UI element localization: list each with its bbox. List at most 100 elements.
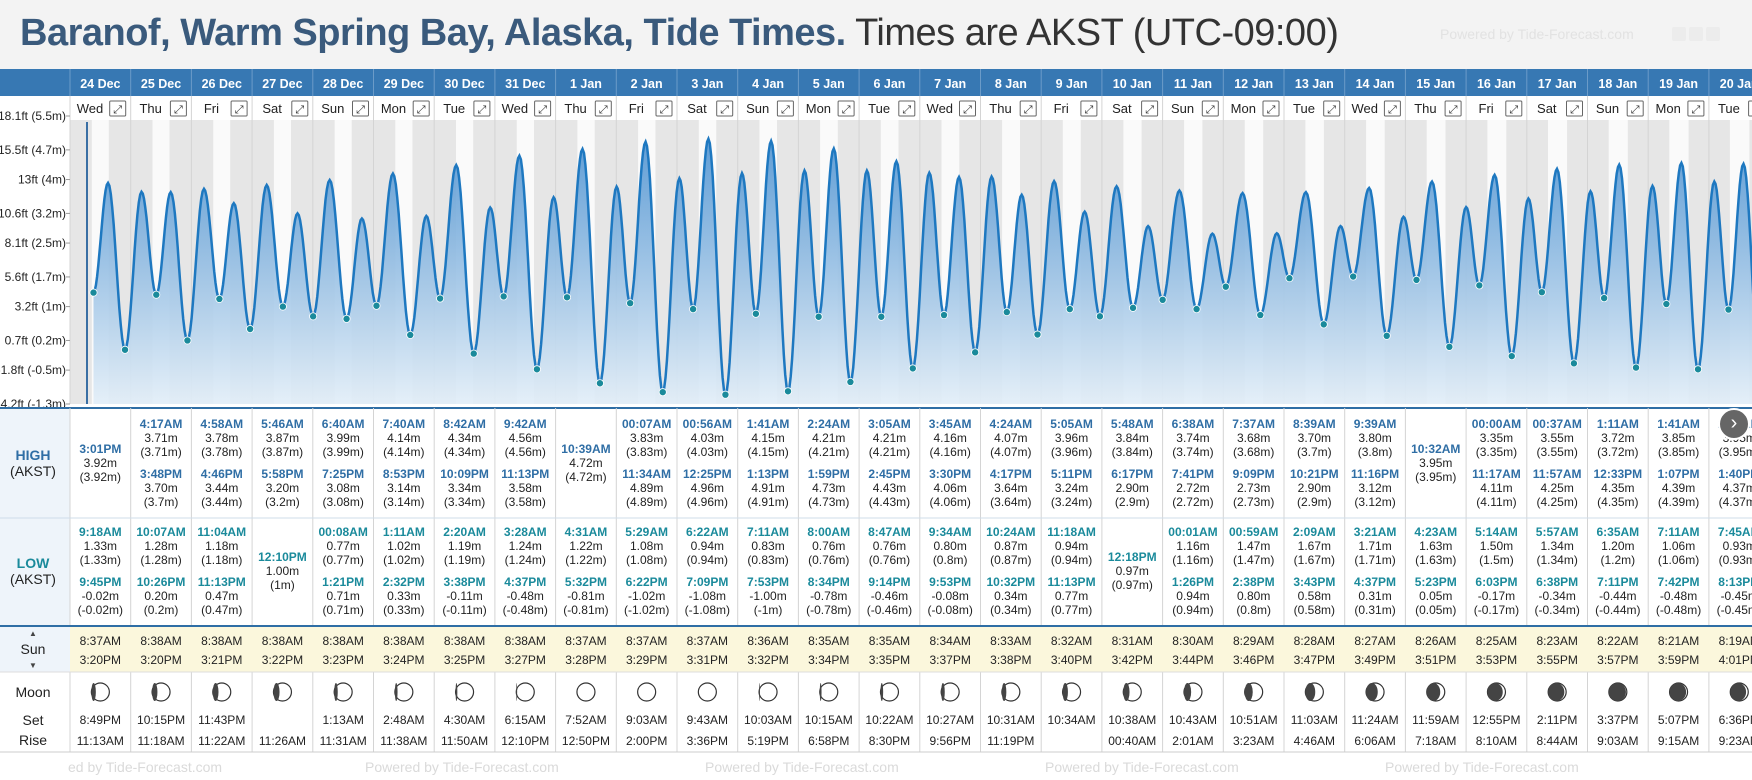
sunset-time: 3:53PM <box>1476 653 1517 667</box>
low-tide-height-metric: (-0.78m) <box>806 603 851 617</box>
weekday-label: Wed <box>927 101 954 116</box>
watermark-box-icon <box>1689 27 1703 41</box>
low-tide-point <box>469 349 478 358</box>
weekday-label: Sat <box>1112 101 1132 116</box>
moonset-time: 2:48AM <box>383 713 424 727</box>
high-tide-time: 6:17PM <box>1111 467 1153 481</box>
low-tide-height-metric: (1.33m) <box>80 553 121 567</box>
low-tide-point <box>1285 274 1294 283</box>
low-tide-time: 11:04AM <box>197 525 246 539</box>
low-tide-height: 1.28m <box>144 539 177 553</box>
moonrise-time: 2:01AM <box>1172 734 1213 748</box>
expand-icon <box>1505 100 1523 117</box>
high-tide-time: 00:07AM <box>622 417 671 431</box>
moon-shadow <box>91 683 96 701</box>
low-tide-time: 5:32PM <box>565 575 607 589</box>
moon-shadow <box>1548 683 1565 701</box>
moonrise-time: 6:06AM <box>1354 734 1395 748</box>
high-tide-time: 1:13PM <box>747 467 789 481</box>
sunset-time: 3:57PM <box>1597 653 1638 667</box>
high-tide-height-metric: (4.37m) <box>1719 495 1752 509</box>
low-tide-height-metric: (0.76m) <box>808 553 849 567</box>
sunrise-time: 8:37AM <box>626 634 667 648</box>
weekday-label: Tue <box>1293 101 1315 116</box>
expand-icon <box>959 100 976 117</box>
low-tide-time: 2:20AM <box>443 525 486 539</box>
weekday-label: Sat <box>262 101 282 116</box>
low-tide-height: 0.83m <box>751 539 784 553</box>
date-label: 29 Dec <box>384 77 424 91</box>
high-tide-height: 2.90m <box>1298 481 1331 495</box>
high-tide-height-metric: (4.43m) <box>869 495 910 509</box>
moon-shadow <box>941 683 945 701</box>
date-label: 6 Jan <box>873 77 905 91</box>
sunrise-time: 8:37AM <box>687 634 728 648</box>
low-tide-time: 8:00AM <box>807 525 850 539</box>
high-tide-time: 10:21PM <box>1290 467 1339 481</box>
sunset-time: 3:20PM <box>140 653 181 667</box>
sunrise-time: 8:32AM <box>1051 634 1092 648</box>
low-tide-point <box>721 390 730 399</box>
moon-phase-icon <box>1001 682 1021 702</box>
low-tide-height-metric: (-0.34m) <box>1534 603 1579 617</box>
low-tide-point <box>1065 305 1074 314</box>
low-tide-point <box>89 288 98 297</box>
low-tide-time: 4:37PM <box>504 575 546 589</box>
high-tide-height: 3.55m <box>1540 431 1573 445</box>
expand-arrow-icon: ⤢ <box>356 104 365 116</box>
y-axis-label: 18.1ft (5.5m) <box>0 109 66 123</box>
sunrise-time: 8:38AM <box>505 634 546 648</box>
moonset-time: 8:49PM <box>80 713 121 727</box>
moon-shadow <box>880 683 884 701</box>
high-tide-time: 11:13PM <box>501 467 549 481</box>
low-tide-height: -1.08m <box>689 589 726 603</box>
moonset-time: 9:43AM <box>687 713 728 727</box>
low-tide-point <box>1256 311 1265 320</box>
high-tide-height-metric: (4.06m) <box>929 495 970 509</box>
low-tide-height: 0.58m <box>1298 589 1331 603</box>
date-label: 3 Jan <box>691 77 723 91</box>
low-tide-height: 1.63m <box>1419 539 1452 553</box>
low-tide-point <box>689 305 698 314</box>
high-tide-time: 1:40PM <box>1718 467 1752 481</box>
low-tide-height-metric: (-0.11m) <box>442 603 486 617</box>
sunrise-time: 8:22AM <box>1597 634 1638 648</box>
sunset-time: 3:29PM <box>626 653 667 667</box>
moon-phase-icon <box>1244 682 1264 702</box>
date-label: 30 Dec <box>444 77 484 91</box>
date-label: 15 Jan <box>1416 77 1455 91</box>
high-tide-height: 3.85m <box>1662 431 1695 445</box>
sunset-time: 3:59PM <box>1658 653 1699 667</box>
high-tide-height: 4.96m <box>691 481 724 495</box>
high-tide-time: 4:24AM <box>990 417 1033 431</box>
scroll-right-button[interactable]: › <box>1718 408 1750 440</box>
low-tide-height: 1.06m <box>1662 539 1695 553</box>
moon-phase-icon <box>758 682 778 702</box>
low-tide-height: -0.78m <box>810 589 847 603</box>
moonrise-time: 8:30PM <box>869 734 910 748</box>
low-tide-height-metric: (0.2m) <box>144 603 179 617</box>
low-row-label: LOW <box>17 555 50 571</box>
high-tide-height-metric: (4.14m) <box>383 445 424 459</box>
low-tide-height: 0.80m <box>933 539 966 553</box>
sunset-time: 3:51PM <box>1415 653 1456 667</box>
low-tide-height: 1.20m <box>1601 539 1634 553</box>
low-tide-height-metric: (0.47m) <box>201 603 242 617</box>
high-tide-height-metric: (3.96m) <box>1051 445 1092 459</box>
low-tide-point <box>1569 359 1578 368</box>
high-tide-height-metric: (2.73m) <box>1233 495 1274 509</box>
high-tide-time: 8:42AM <box>443 417 486 431</box>
date-label: 17 Jan <box>1538 77 1577 91</box>
high-tide-height: 4.07m <box>994 431 1027 445</box>
moonset-time: 6:36PM <box>1719 713 1752 727</box>
expand-arrow-icon: ⤢ <box>1570 104 1579 116</box>
high-tide-height-metric: (3.7m) <box>1297 445 1332 459</box>
low-tide-point <box>1349 272 1358 281</box>
moonrise-time: 9:56PM <box>929 734 970 748</box>
high-tide-height: 2.73m <box>1237 481 1270 495</box>
date-label: 13 Jan <box>1295 77 1334 91</box>
date-label: 27 Dec <box>262 77 302 91</box>
date-label: 7 Jan <box>934 77 966 91</box>
sunset-time: 3:46PM <box>1233 653 1274 667</box>
moonset-time: 10:43AM <box>1169 713 1217 727</box>
